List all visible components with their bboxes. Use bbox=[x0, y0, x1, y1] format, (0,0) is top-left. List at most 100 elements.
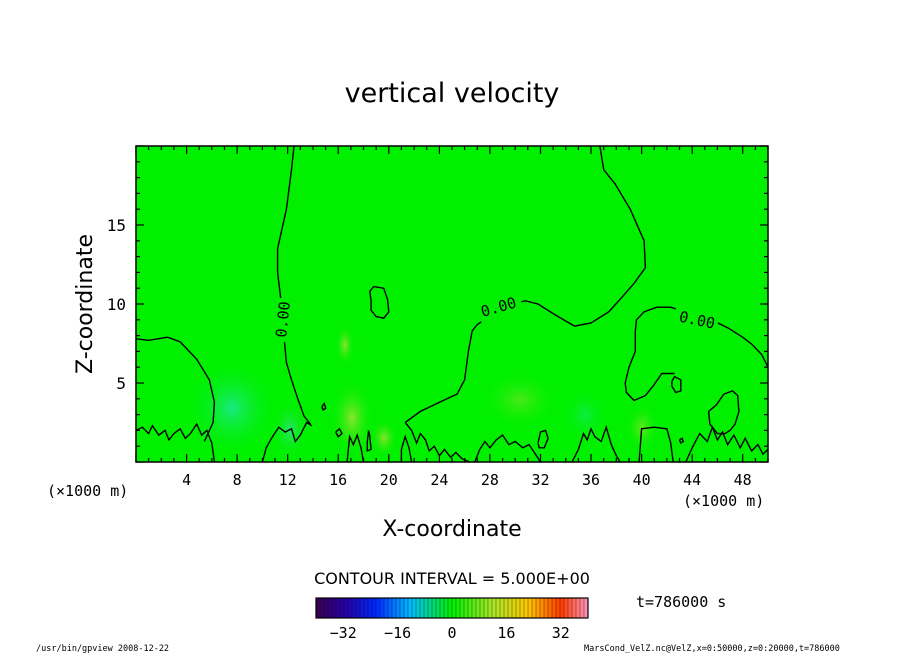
colorbar-cell bbox=[520, 598, 525, 618]
x-unit-label-right: (×1000 m) bbox=[683, 492, 764, 510]
colorbar-cell bbox=[360, 598, 365, 618]
colorbar-tick-label: −32 bbox=[330, 624, 357, 642]
colorbar-tick-label: 32 bbox=[552, 624, 570, 642]
colorbar-cell bbox=[340, 598, 345, 618]
colorbar-cell bbox=[376, 598, 381, 618]
colorbar-cell bbox=[368, 598, 373, 618]
chart-title: vertical velocity bbox=[345, 78, 560, 109]
contour-line bbox=[571, 424, 621, 462]
colorbar-cell bbox=[540, 598, 545, 618]
contour-interval-text: CONTOUR INTERVAL = 5.000E+00 bbox=[314, 569, 590, 588]
colorbar-cell bbox=[564, 598, 569, 618]
colorbar-cell bbox=[516, 598, 521, 618]
contour-line bbox=[404, 422, 470, 462]
x-tick-label: 28 bbox=[481, 471, 499, 489]
x-tick-label: 12 bbox=[279, 471, 297, 489]
contour-label-bg bbox=[272, 298, 292, 342]
contour-label-bg bbox=[475, 290, 525, 324]
shading-warm-blob bbox=[335, 323, 355, 367]
colorbar-cell bbox=[500, 598, 505, 618]
colorbar-cell bbox=[424, 598, 429, 618]
contour-line bbox=[624, 330, 675, 402]
colorbar-cell bbox=[392, 598, 397, 618]
colorbar-cell bbox=[320, 598, 325, 618]
colorbar-cell bbox=[492, 598, 497, 618]
x-tick-label: 20 bbox=[380, 471, 398, 489]
colorbar-tick-label: 0 bbox=[447, 624, 456, 642]
colorbar-cell bbox=[544, 598, 549, 618]
colorbar-cell bbox=[324, 598, 329, 618]
contour-line bbox=[335, 427, 343, 438]
shading-warm-blob bbox=[330, 378, 374, 458]
colorbar-cell bbox=[336, 598, 341, 618]
contour-line bbox=[404, 146, 647, 424]
colorbar-tick-label: −16 bbox=[384, 624, 411, 642]
colorbar-cell bbox=[404, 598, 409, 618]
x-tick-label: 24 bbox=[430, 471, 448, 489]
shading-warm-blob bbox=[480, 370, 560, 430]
x-unit-label-left: (×1000 m) bbox=[47, 482, 128, 500]
colorbar-tick-label: 16 bbox=[497, 624, 515, 642]
colorbar-cell bbox=[552, 598, 557, 618]
shading-cool-blob bbox=[186, 360, 278, 456]
colorbar-cell bbox=[508, 598, 513, 618]
colorbar-cell bbox=[364, 598, 369, 618]
x-tick-label: 8 bbox=[233, 471, 242, 489]
colorbar-cell bbox=[528, 598, 533, 618]
colorbar-cell bbox=[476, 598, 481, 618]
colorbar-cell bbox=[576, 598, 581, 618]
colorbar-cell bbox=[436, 598, 441, 618]
colorbar-cell bbox=[352, 598, 357, 618]
colorbar-cell bbox=[372, 598, 377, 618]
contour-line bbox=[136, 336, 216, 442]
colorbar-cell bbox=[480, 598, 485, 618]
footer-right-text: MarsCond_VelZ.nc@VelZ,x=0:50000,z=0:2000… bbox=[584, 644, 840, 654]
colorbar-cell bbox=[316, 598, 321, 618]
colorbar-cell bbox=[496, 598, 501, 618]
colorbar-cell bbox=[396, 598, 401, 618]
y-tick-label: 5 bbox=[116, 374, 126, 393]
shading-warm-blob bbox=[370, 418, 398, 458]
colorbar-cell bbox=[460, 598, 465, 618]
footer-left-text: /usr/bin/gpview 2008-12-22 bbox=[36, 644, 169, 654]
contour-line bbox=[346, 432, 365, 462]
colorbar-cell bbox=[328, 598, 333, 618]
shading-cool-blob bbox=[561, 387, 609, 443]
colorbar-cell bbox=[568, 598, 573, 618]
x-tick-label: 36 bbox=[582, 471, 600, 489]
colorbar-cell bbox=[532, 598, 537, 618]
colorbar-cell bbox=[524, 598, 529, 618]
x-tick-label: 48 bbox=[734, 471, 752, 489]
contour-line bbox=[400, 434, 413, 462]
contour-label: 0.00 bbox=[272, 301, 294, 339]
contour-line bbox=[707, 390, 740, 435]
contour-line bbox=[321, 401, 327, 411]
contour-line bbox=[474, 434, 542, 462]
colorbar-cell bbox=[536, 598, 541, 618]
y-tick-label: 15 bbox=[107, 216, 126, 235]
contour-line bbox=[261, 421, 313, 462]
colorbar-cell bbox=[348, 598, 353, 618]
colorbar-cell bbox=[488, 598, 493, 618]
contour-line bbox=[537, 429, 549, 449]
colorbar-cell bbox=[464, 598, 469, 618]
colorbar-cell bbox=[556, 598, 561, 618]
colorbar-cell bbox=[456, 598, 461, 618]
contour-line bbox=[671, 375, 682, 394]
colorbar-cell bbox=[504, 598, 509, 618]
x-tick-label: 44 bbox=[683, 471, 701, 489]
colorbar-cell bbox=[580, 598, 585, 618]
contour-line bbox=[638, 426, 674, 462]
colorbar-cell bbox=[572, 598, 577, 618]
colorbar-cell bbox=[512, 598, 517, 618]
contour-label-bg bbox=[672, 304, 720, 336]
colorbar-cell bbox=[332, 598, 337, 618]
colorbar-cell bbox=[344, 598, 349, 618]
contour-line bbox=[136, 422, 216, 462]
colorbar-frame bbox=[315, 597, 589, 619]
colorbar-cell bbox=[484, 598, 489, 618]
colorbar-cell bbox=[472, 598, 477, 618]
colorbar-tick-labels: −32 −16 0 16 32 bbox=[330, 624, 570, 642]
colorbar bbox=[316, 598, 589, 618]
